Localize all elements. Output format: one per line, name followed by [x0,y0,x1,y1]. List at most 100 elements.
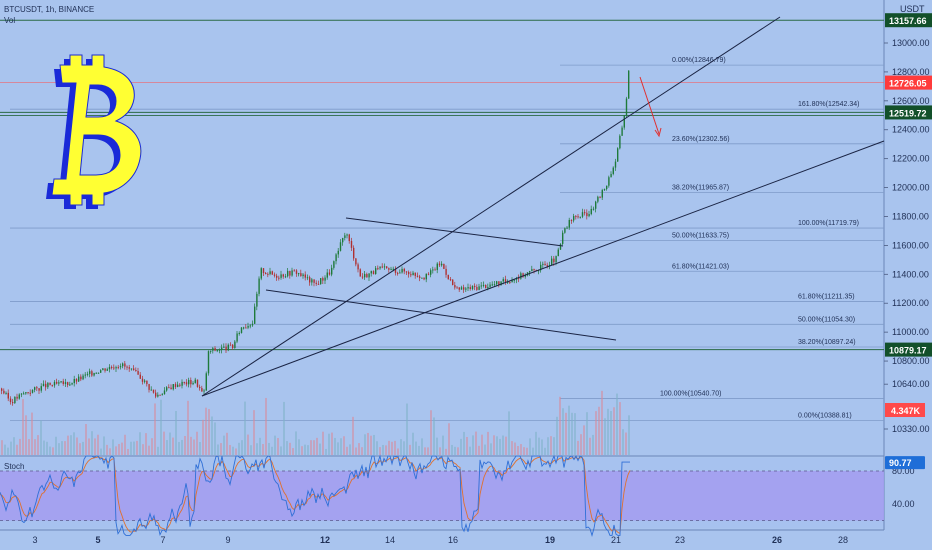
candle-body [614,161,617,168]
volume-bar [97,434,99,455]
candle-body [150,389,152,391]
candle-body [405,271,408,273]
volume-bar [1,440,3,455]
volume-bar [10,441,12,455]
candle-body [185,382,188,385]
volume-bar [223,435,225,455]
candle-body [361,276,364,278]
volume-bar [286,441,288,455]
volume-bar [460,438,462,455]
volume-bar [193,439,195,455]
candle-body [617,148,619,162]
candle-body [188,379,190,385]
level-badge-label: 12519.72 [889,108,927,118]
candle-body [372,271,375,275]
level-badge [885,342,932,357]
candle-body [487,286,489,289]
candle-body [124,363,126,367]
volume-bar [313,440,315,455]
candle-body [597,196,599,202]
volume-bar [604,418,606,455]
candle-body [390,268,392,270]
volume-bar [442,435,444,455]
volume-bar [559,396,561,455]
volume-bar [373,434,375,455]
time-tick-label: 5 [95,535,100,545]
candle-body [509,281,511,283]
candle-body [216,350,218,352]
volume-bar [58,443,60,455]
candle-body [130,368,133,370]
volume-bar [46,441,48,455]
candle-body [69,384,71,386]
time-tick-label: 21 [611,535,621,545]
volume-bar [40,420,42,455]
volume-bar [406,403,408,455]
candle-body [366,274,368,278]
candle-body [108,366,111,370]
time-axis: 3 5 7 9 12 14 16 19 21 23 26 28 [32,535,848,545]
volume-bar [37,435,39,455]
candle-body [485,284,487,289]
candle-body [625,98,628,116]
candle-body [258,278,260,294]
candle-body [89,371,91,374]
volume-bar [82,441,84,455]
volume-bar [472,435,474,455]
candle-body [207,351,210,374]
volume-bar [172,437,174,455]
candle-body [199,386,201,389]
volume-bar [529,438,531,455]
candle-body [544,263,546,266]
candle-body [555,256,557,263]
candle-body [553,258,555,263]
candle-body [423,277,425,280]
volume-bar [124,434,126,455]
volume-bar [295,431,297,455]
candle-body [375,268,377,275]
volume-bar [625,432,627,455]
fib-label: 61.80%(11421.03) [672,263,729,270]
candle-body [122,363,124,367]
volume-bar [448,423,450,455]
volume-bar [562,408,564,455]
channel-lower-line [265,289,617,341]
candle-body [421,277,423,279]
volume-bar [628,415,630,455]
volume-bar [361,447,363,455]
candle-body [504,279,507,283]
candle-body [203,390,205,392]
candle-body [97,372,100,374]
candle-body [245,327,247,329]
candle-body [592,208,595,210]
volume-bar [346,446,348,455]
volume-bar [589,437,591,455]
level-badge [885,105,932,120]
candle-body [78,376,80,382]
candle-body [23,393,25,395]
candle-body [507,281,509,283]
volume-bar [253,410,255,455]
volume-bar [454,446,456,455]
candle-body [416,275,419,277]
candle-body [282,274,284,277]
volume-bar [349,444,351,455]
candle-body [557,249,559,257]
volume-bar [514,442,516,455]
candle-body [106,369,108,371]
candle-body [449,279,452,281]
candle-body [29,392,31,394]
volume-bar [259,437,261,455]
volume-bar [22,399,24,455]
candle-body [218,349,221,351]
volume-indicator-label: Vol [4,16,15,25]
volume-bar [235,448,237,455]
volume-bar [103,436,105,455]
candle-body [447,274,449,280]
candle-body [386,266,388,269]
candle-body [27,392,29,394]
candle-body [388,268,390,270]
candle-body [465,288,467,290]
volume-bar [115,446,117,455]
